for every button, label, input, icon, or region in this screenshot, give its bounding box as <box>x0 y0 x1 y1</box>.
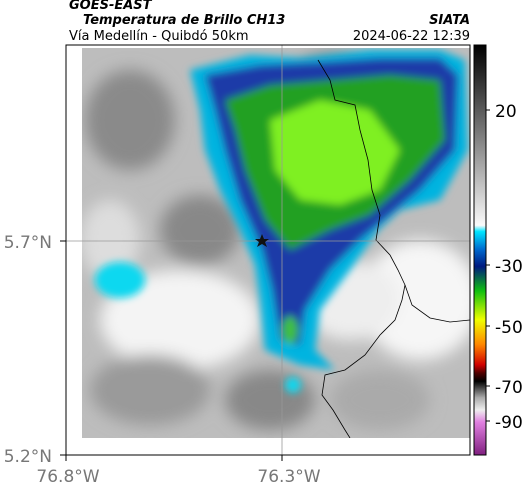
satellite: GOES-EAST <box>69 0 153 13</box>
source: SIATA <box>429 13 470 28</box>
lat-label: 5.7°N <box>4 233 52 253</box>
colorbar: 20 -30 -50 -70 -90 <box>473 44 523 456</box>
datetime: 2024-06-22 12:39 <box>353 29 470 44</box>
graticule <box>66 45 470 455</box>
product: Temperatura de Brillo CH13 <box>83 13 285 28</box>
colorbar-tick: 20 <box>495 102 517 122</box>
colorbar-tick: -70 <box>495 378 523 398</box>
colorbar-tick: -50 <box>495 318 523 338</box>
lon-label: 76.8°W <box>36 467 99 487</box>
map-frame <box>65 44 471 456</box>
colorbar-tick: -30 <box>495 257 523 277</box>
lon-label: 76.3°W <box>257 467 320 487</box>
header: GOES-EAST Temperatura de Brillo CH13 Vía… <box>69 0 470 44</box>
station-marker <box>255 234 269 247</box>
location: Vía Medellín - Quibdó 50km <box>69 29 249 44</box>
satellite-image <box>82 48 470 438</box>
lat-label: 5.2°N <box>4 447 52 467</box>
borders <box>317 59 470 438</box>
colorbar-tick: -90 <box>495 413 523 433</box>
